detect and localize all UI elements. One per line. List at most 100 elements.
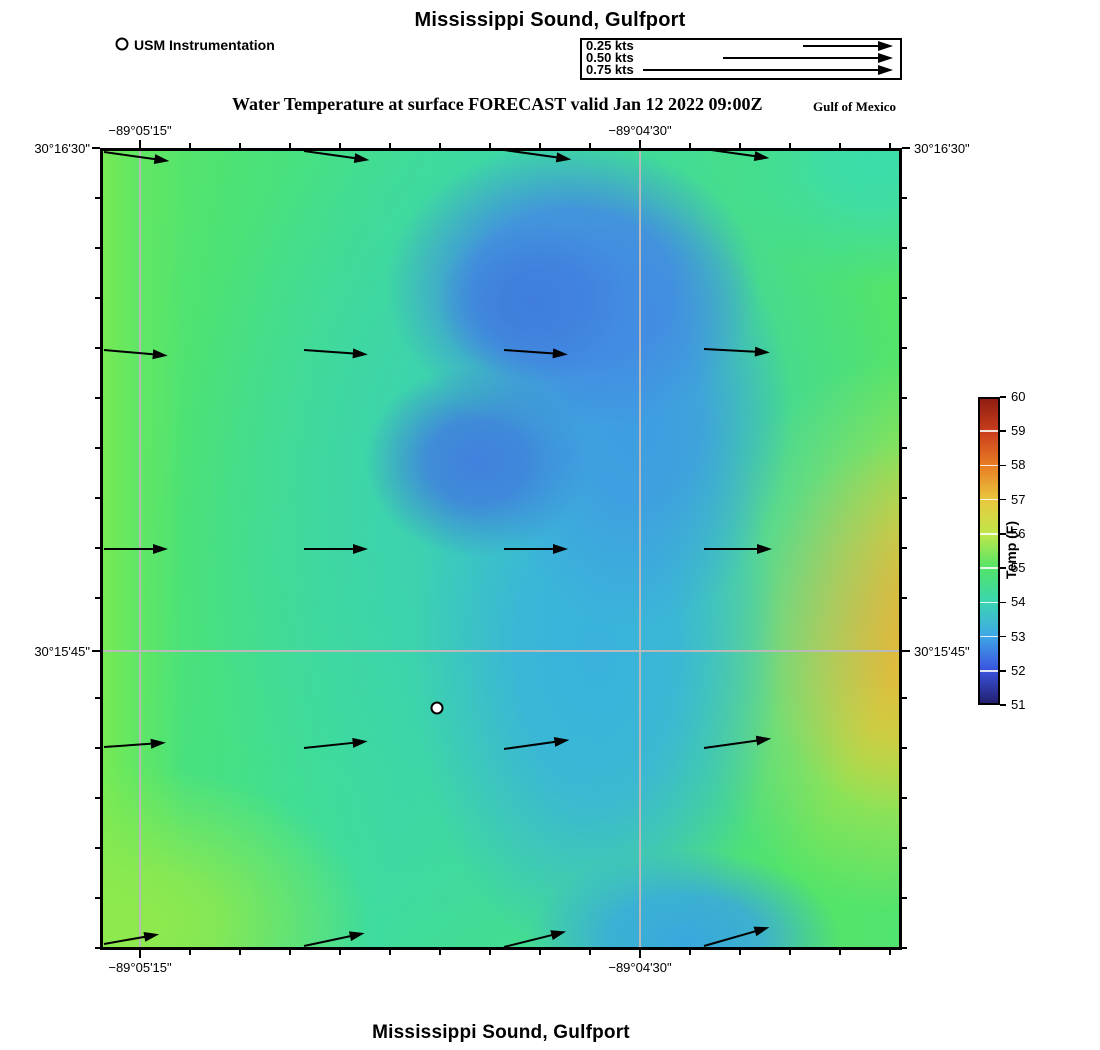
axis-tick	[239, 950, 241, 955]
axis-tick	[902, 847, 907, 849]
arrow-shaft	[723, 56, 881, 59]
axis-tick	[902, 397, 907, 399]
axis-tick	[1000, 670, 1006, 672]
axis-tick	[95, 847, 100, 849]
arrow-head-icon	[150, 737, 167, 749]
station-marker	[430, 701, 444, 715]
axis-tick	[739, 950, 741, 955]
figure-title-bottom: Mississippi Sound, Gulfport	[372, 1022, 630, 1043]
axis-tick	[639, 950, 641, 958]
axis-tick	[1000, 704, 1006, 706]
arrow-head-icon	[152, 348, 169, 361]
temperature-heatmap	[100, 148, 902, 950]
axis-tick	[189, 143, 191, 148]
axis-tick	[95, 697, 100, 699]
arrow-shaft	[704, 547, 760, 550]
arrow-shaft	[803, 44, 881, 47]
axis-tick	[239, 143, 241, 148]
axis-tick	[95, 247, 100, 249]
arrow-head-icon	[153, 543, 168, 554]
axis-tick	[95, 947, 100, 949]
axis-tick	[889, 950, 891, 955]
arrow-shaft	[643, 68, 881, 71]
axis-tick	[139, 950, 141, 958]
x-axis-label-bottom: −89°04'30"	[608, 960, 672, 975]
axis-tick	[589, 950, 591, 955]
y-axis-label-right: 30°16'30"	[914, 141, 970, 156]
colorbar-separator	[980, 567, 998, 569]
axis-tick	[95, 747, 100, 749]
axis-tick	[92, 650, 100, 652]
axis-tick	[95, 597, 100, 599]
axis-tick	[689, 143, 691, 148]
axis-tick	[789, 950, 791, 955]
axis-tick	[902, 297, 907, 299]
x-axis-label-top: −89°04'30"	[608, 123, 672, 138]
axis-tick	[339, 950, 341, 955]
axis-tick	[95, 347, 100, 349]
colorbar-tick-label: 51	[1011, 697, 1026, 712]
arrow-head-icon	[553, 734, 570, 747]
y-axis-label-left: 30°15'45"	[34, 644, 90, 659]
colorbar-tick-label: 56	[1011, 525, 1026, 541]
axis-tick	[902, 197, 907, 199]
arrow-head-icon	[753, 150, 771, 163]
arrow-shaft	[104, 547, 156, 550]
colorbar-tick-label: 53	[1011, 628, 1026, 644]
colorbar-separator	[980, 533, 998, 535]
arrow-head-icon	[553, 543, 568, 554]
axis-tick	[902, 947, 907, 949]
region-label: Gulf of Mexico	[813, 99, 897, 114]
arrow-head-icon	[353, 543, 368, 554]
velocity-legend-label-075: 0.75 kts	[586, 62, 634, 77]
axis-tick	[439, 143, 441, 148]
colorbar-separator	[980, 635, 998, 638]
arrow-head-icon	[352, 735, 369, 748]
axis-tick	[689, 950, 691, 955]
axis-tick	[889, 143, 891, 148]
axis-tick	[639, 140, 641, 148]
x-axis-label-top: −89°05'15"	[108, 123, 172, 138]
axis-tick	[902, 897, 907, 899]
axis-tick	[539, 950, 541, 955]
map-gridline-horizontal	[103, 650, 899, 652]
axis-tick	[489, 143, 491, 148]
axis-tick	[839, 143, 841, 148]
axis-tick	[589, 143, 591, 148]
colorbar-tick-label: 59	[1011, 423, 1026, 439]
axis-tick	[95, 897, 100, 899]
arrow-head-icon	[754, 346, 771, 357]
axis-tick	[1000, 567, 1006, 569]
x-axis-label-bottom: −89°05'15"	[108, 960, 172, 975]
arrow-head-icon	[552, 347, 569, 359]
station-legend-label: USM Instrumentation	[134, 37, 275, 53]
arrow-head-icon	[153, 153, 171, 166]
colorbar-separator	[980, 498, 998, 501]
axis-tick	[95, 797, 100, 799]
axis-tick	[95, 397, 100, 399]
axis-tick	[1000, 601, 1006, 604]
colorbar-separator	[980, 464, 998, 467]
axis-tick	[902, 547, 907, 549]
axis-tick	[902, 597, 907, 599]
axis-tick	[339, 143, 341, 148]
colorbar-tick-label: 57	[1011, 491, 1026, 507]
map-gridline-vertical	[639, 151, 641, 947]
arrow-head-icon	[555, 151, 573, 164]
arrow-shaft	[304, 547, 356, 550]
axis-tick	[95, 297, 100, 299]
arrow-head-icon	[878, 52, 893, 63]
axis-tick	[289, 143, 291, 148]
arrow-shaft	[504, 547, 556, 550]
figure-title-top: Mississippi Sound, Gulfport	[414, 9, 686, 31]
axis-tick	[139, 140, 141, 148]
arrow-head-icon	[878, 40, 893, 51]
axis-tick	[1000, 430, 1006, 432]
y-axis-label-left: 30°16'30"	[34, 141, 90, 156]
colorbar-tick-label: 58	[1011, 457, 1026, 473]
arrow-head-icon	[755, 733, 772, 746]
colorbar-separator	[980, 430, 998, 432]
axis-tick	[389, 143, 391, 148]
y-axis-label-right: 30°15'45"	[914, 644, 970, 659]
axis-tick	[389, 950, 391, 955]
